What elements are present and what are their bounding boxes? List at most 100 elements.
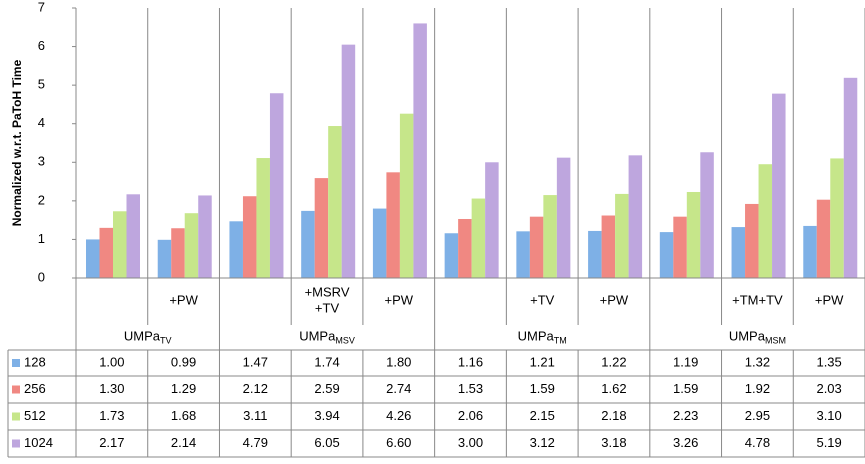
table-cell: 1.29 [171,381,196,396]
table-cell: 2.18 [601,408,626,423]
legend-label: 256 [24,381,46,396]
table-cell: 3.00 [458,435,483,450]
table-cell: 2.74 [386,381,411,396]
bar [113,211,127,278]
bar [745,203,759,278]
bar [126,194,140,278]
group-label-main: UMPa [518,329,555,344]
table-cell: 1.53 [458,381,483,396]
table-cell: 1.59 [673,381,698,396]
legend-label: 512 [24,408,46,423]
bar [269,93,284,278]
bar [830,158,844,278]
bar [772,93,786,278]
bar [314,178,329,278]
table-cell: 2.12 [243,381,268,396]
group-label-main: UMPa [729,329,766,344]
table-cell: 3.11 [243,408,267,423]
x-tick-line: +PW [815,293,844,308]
group-label-main: UMPa [124,329,161,344]
x-tick-label: +MSRV +TV [305,285,350,316]
table-cell: 2.23 [673,408,698,423]
table-cell: 3.18 [601,435,626,450]
bar [758,164,773,278]
bar [816,199,831,278]
table-cell: 1.74 [314,354,339,369]
bar [659,232,674,278]
bar [843,77,858,278]
bar [803,225,817,278]
table-cell: 1.35 [816,354,841,369]
bar [198,195,212,278]
bar [256,158,270,278]
bar [543,195,557,278]
group-label-main: UMPa [299,329,336,344]
group-label: UMPaTV [124,329,172,346]
bar [628,155,643,278]
bar [99,227,113,278]
table-cell: 3.10 [816,408,841,423]
x-tick-line: +PW [169,293,198,308]
table-cell: 4.26 [386,408,411,423]
group-label-sub: TM [554,336,567,346]
table-cell: 2.17 [99,435,124,450]
table-cell: 2.03 [816,381,841,396]
bar [673,216,687,278]
x-tick-label: +PW [815,293,844,308]
table-cell: 1.22 [601,354,626,369]
table-cell: 3.94 [314,408,339,423]
y-tick-label: 4 [38,115,45,130]
y-tick-label: 0 [38,269,45,284]
table-cell: 1.16 [458,354,483,369]
table-cell: 2.06 [458,408,483,423]
group-label-sub: MSV [335,336,355,346]
x-tick-label: +PW [384,293,413,308]
legend-swatch [12,359,20,367]
bar [588,230,602,278]
x-tick-line: +TV [315,301,340,316]
bar [686,191,701,278]
table-cell: 1.21 [530,354,555,369]
legend-swatch [12,412,20,421]
x-tick-label: +PW [169,293,198,308]
group-label: UMPaMSV [299,329,355,346]
bar [301,210,315,278]
legend-label: 128 [24,354,46,369]
bar [700,152,714,278]
table-cell: 2.15 [530,408,555,423]
table-cell: 1.68 [171,408,196,423]
table-cell: 1.59 [530,381,555,396]
y-tick-label: 2 [38,192,45,207]
x-tick-line: +TM+TV [732,293,783,308]
y-tick-label: 3 [38,154,45,169]
table-cell: 6.60 [386,435,411,450]
bar [413,23,427,278]
table-cell: 1.00 [99,354,124,369]
table-cell: 1.32 [745,354,770,369]
bar [529,216,544,278]
table-cell: 1.80 [386,354,411,369]
bar [86,239,100,278]
x-tick-line: +MSRV [305,285,350,300]
x-tick-label: +PW [600,293,629,308]
legend-label: 1024 [24,435,53,450]
y-tick-label: 6 [38,38,45,53]
bar [485,162,499,278]
table-cell: 1.19 [673,354,698,369]
bar [601,215,616,278]
bar [731,227,746,278]
x-tick-label: +TM+TV [732,293,783,308]
bar [242,196,257,278]
bar [328,126,342,279]
group-label: UMPaMSM [729,329,786,346]
bar [471,198,486,278]
table-cell: 4.78 [745,435,770,450]
bar [516,231,530,278]
bar [184,213,199,278]
table-cell: 1.30 [99,381,124,396]
bar [458,218,472,278]
y-tick-label: 7 [38,0,45,14]
legend-swatch [12,385,20,394]
table-cell: 0.99 [171,354,196,369]
